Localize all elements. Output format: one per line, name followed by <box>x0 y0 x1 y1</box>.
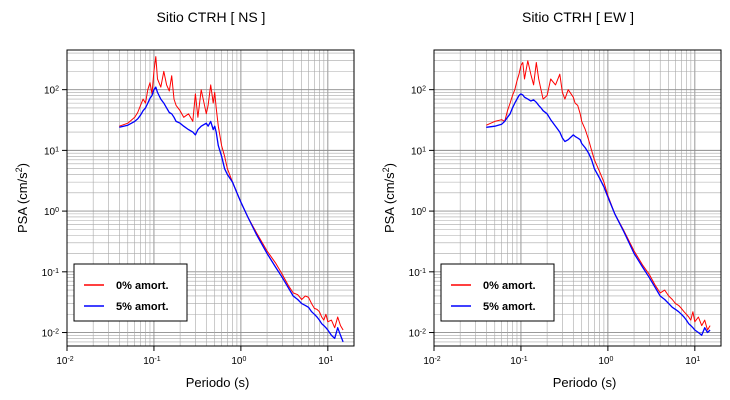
y-axis-label-main: PSA (cm/s <box>15 172 30 233</box>
x-tick-exponent: 0 <box>609 356 613 363</box>
y-tick-exponent: 1 <box>422 146 426 153</box>
y-tick-exponent: 2 <box>422 85 426 92</box>
y-tick-label: 101 <box>411 146 426 158</box>
y-axis-label-exponent: 2 <box>381 167 391 172</box>
y-tick-base: 10 <box>409 268 421 279</box>
legend: 0% amort. 5% amort. <box>73 263 188 322</box>
y-tick-exponent: -2 <box>53 328 59 335</box>
y-axis-label-end: ) <box>382 163 397 167</box>
y-tick-exponent: 0 <box>55 207 59 214</box>
x-tick-label: 10-1 <box>510 356 527 368</box>
y-tick-exponent: -1 <box>53 267 59 274</box>
y-tick-base: 10 <box>411 207 423 218</box>
y-tick-label: 100 <box>411 207 426 219</box>
y-axis-label: PSA (cm/s2) <box>14 163 30 233</box>
ew-chart-panel: Sitio CTRH [ EW ] 10-2 10-1 100 10110-210-1… <box>381 9 722 390</box>
x-tick-exponent: -1 <box>154 356 160 363</box>
legend-label-0: 0% amort. <box>116 280 169 292</box>
y-tick-exponent: 2 <box>55 85 59 92</box>
y-tick-base: 10 <box>411 146 423 157</box>
x-tick-base: 10 <box>685 356 697 367</box>
y-tick-label: 102 <box>411 85 426 97</box>
legend-label-1: 5% amort. <box>483 301 536 313</box>
y-axis-label-end: ) <box>15 163 30 167</box>
y-tick-base: 10 <box>411 86 423 97</box>
x-tick-exponent: -2 <box>67 356 73 363</box>
y-tick-label: 10-1 <box>42 267 59 279</box>
x-tick-base: 10 <box>598 356 610 367</box>
x-tick-exponent: 0 <box>242 356 246 363</box>
x-tick-exponent: -2 <box>434 356 440 363</box>
series-line-1 <box>486 93 711 336</box>
legend-label-1: 5% amort. <box>116 301 169 313</box>
x-axis-label: Periodo (s) <box>186 375 250 390</box>
y-tick-base: 10 <box>44 207 56 218</box>
x-tick-label: 10-2 <box>423 356 440 368</box>
legend-box <box>440 263 555 322</box>
y-axis-label: PSA (cm/s2) <box>381 163 397 233</box>
x-tick-label: 101 <box>318 356 333 368</box>
plot-frame <box>66 49 355 347</box>
x-tick-base: 10 <box>423 356 435 367</box>
x-tick-exponent: -1 <box>521 356 527 363</box>
y-tick-exponent: 0 <box>422 207 426 214</box>
x-tick-base: 10 <box>56 356 68 367</box>
y-tick-exponent: 1 <box>55 146 59 153</box>
y-tick-base: 10 <box>409 329 421 340</box>
y-tick-label: 100 <box>44 207 59 219</box>
chart-title: Sitio CTRH [ EW ] <box>522 9 634 25</box>
y-tick-label: 101 <box>44 146 59 158</box>
x-tick-exponent: 1 <box>329 356 333 363</box>
y-tick-label: 10-1 <box>409 267 426 279</box>
legend-box <box>73 263 188 322</box>
x-tick-label: 101 <box>685 356 700 368</box>
legend: 0% amort. 5% amort. <box>440 263 555 322</box>
y-tick-exponent: -2 <box>420 328 426 335</box>
x-tick-base: 10 <box>510 356 522 367</box>
series-line-1 <box>119 86 344 343</box>
ns-chart-panel: Sitio CTRH [ NS ] 10-2 10-1 100 10110-210-1… <box>14 9 355 390</box>
x-axis-label: Periodo (s) <box>553 375 617 390</box>
x-tick-label: 100 <box>598 356 613 368</box>
chart-title: Sitio CTRH [ NS ] <box>157 9 266 25</box>
y-tick-label: 102 <box>44 85 59 97</box>
x-tick-label: 10-1 <box>143 356 160 368</box>
series-line-0 <box>119 56 344 331</box>
y-tick-base: 10 <box>44 146 56 157</box>
x-tick-label: 10-2 <box>56 356 73 368</box>
series-line-0 <box>486 60 711 331</box>
y-axis-label-exponent: 2 <box>14 167 24 172</box>
y-tick-base: 10 <box>42 268 54 279</box>
legend-label-0: 0% amort. <box>483 280 536 292</box>
plot-frame <box>433 49 722 347</box>
series-lines <box>486 60 711 336</box>
x-tick-label: 100 <box>231 356 246 368</box>
series-lines <box>119 56 344 343</box>
y-tick-base: 10 <box>44 86 56 97</box>
y-tick-label: 10-2 <box>409 328 426 340</box>
x-tick-exponent: 1 <box>696 356 700 363</box>
y-axis-label-main: PSA (cm/s <box>382 172 397 233</box>
x-tick-base: 10 <box>318 356 330 367</box>
x-tick-base: 10 <box>231 356 243 367</box>
y-tick-base: 10 <box>42 329 54 340</box>
y-tick-label: 10-2 <box>42 328 59 340</box>
y-tick-exponent: -1 <box>420 267 426 274</box>
x-tick-base: 10 <box>143 356 155 367</box>
